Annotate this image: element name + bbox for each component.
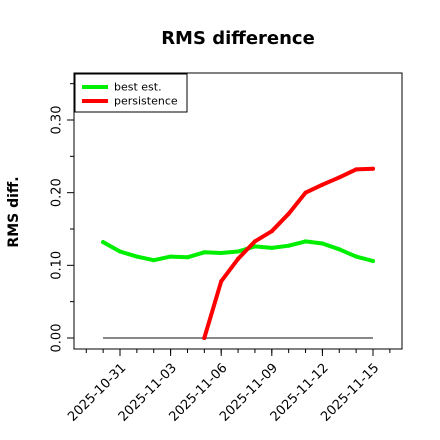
data-point xyxy=(320,241,325,246)
data-point xyxy=(118,249,122,254)
y-tick-label: 0.30 xyxy=(50,106,65,135)
data-point xyxy=(219,251,224,255)
data-point xyxy=(219,279,224,284)
data-point xyxy=(236,256,241,261)
data-point xyxy=(354,167,359,172)
data-point xyxy=(371,166,375,171)
data-point xyxy=(320,182,325,187)
data-point xyxy=(286,243,291,248)
data-point xyxy=(236,249,241,254)
data-point xyxy=(303,239,308,244)
data-point xyxy=(286,211,291,216)
chart-title: RMS difference xyxy=(161,28,315,49)
data-point xyxy=(151,258,156,263)
y-tick-label: 0.10 xyxy=(50,251,65,280)
plot-area: 0.000.100.200.302025-10-312025-11-032025… xyxy=(50,72,403,425)
data-point xyxy=(101,240,106,245)
data-point xyxy=(252,239,257,244)
data-point xyxy=(337,175,342,180)
data-point xyxy=(202,250,207,255)
data-point xyxy=(202,336,207,340)
data-point xyxy=(337,247,342,252)
legend-label: best est. xyxy=(114,81,162,94)
data-point xyxy=(354,254,359,259)
y-tick-label: 0.20 xyxy=(50,178,65,207)
y-axis-label: RMS diff. xyxy=(6,176,22,247)
data-point xyxy=(371,259,375,263)
plot-frame xyxy=(73,72,403,350)
data-point xyxy=(252,244,257,249)
data-point xyxy=(269,229,274,234)
legend: best est.persistence xyxy=(74,73,188,113)
y-tick-label: 0.00 xyxy=(50,324,65,353)
data-point xyxy=(185,255,190,260)
data-point xyxy=(269,245,274,250)
data-point xyxy=(303,190,308,195)
legend-box xyxy=(74,73,188,113)
legend-label: persistence xyxy=(114,95,178,108)
data-point xyxy=(168,254,173,259)
data-point xyxy=(134,254,139,259)
